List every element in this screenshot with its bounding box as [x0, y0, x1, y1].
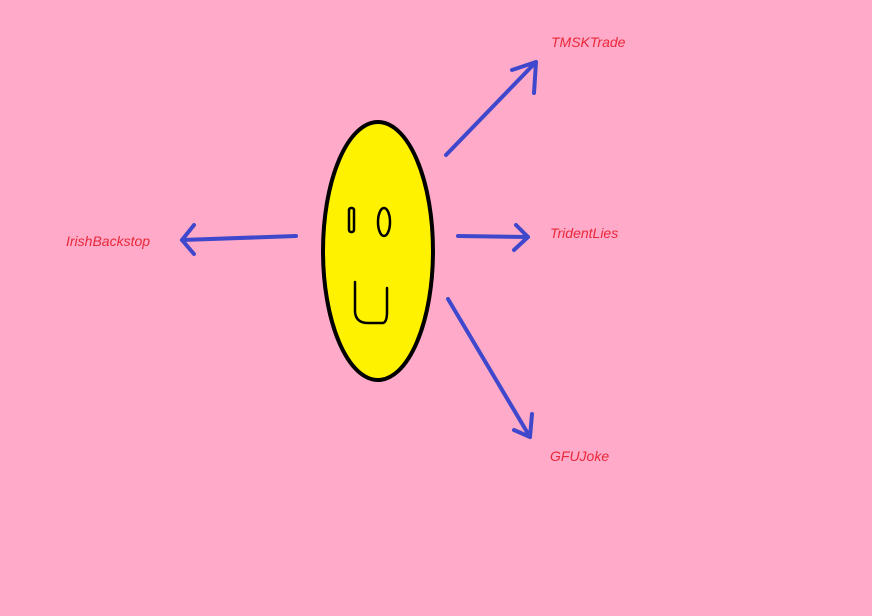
- mouth: [353, 280, 389, 325]
- arrow-to-tmsktrade: [444, 60, 538, 157]
- arrow-to-irishbackstop: [180, 223, 298, 256]
- label-tmsktrade: TMSKTrade: [551, 34, 626, 50]
- label-irishbackstop: IrishBackstop: [66, 233, 151, 249]
- label-tridentlies: TridentLies: [550, 225, 619, 241]
- label-gfujoke: GFUJoke: [550, 448, 610, 464]
- right-eye: [376, 206, 392, 238]
- left-eye: [347, 206, 356, 234]
- face-ellipse: [321, 120, 435, 382]
- smiley-face-icon: [321, 120, 435, 382]
- arrow-to-tridentlies: [456, 223, 530, 252]
- arrow-to-gfujoke: [446, 297, 534, 439]
